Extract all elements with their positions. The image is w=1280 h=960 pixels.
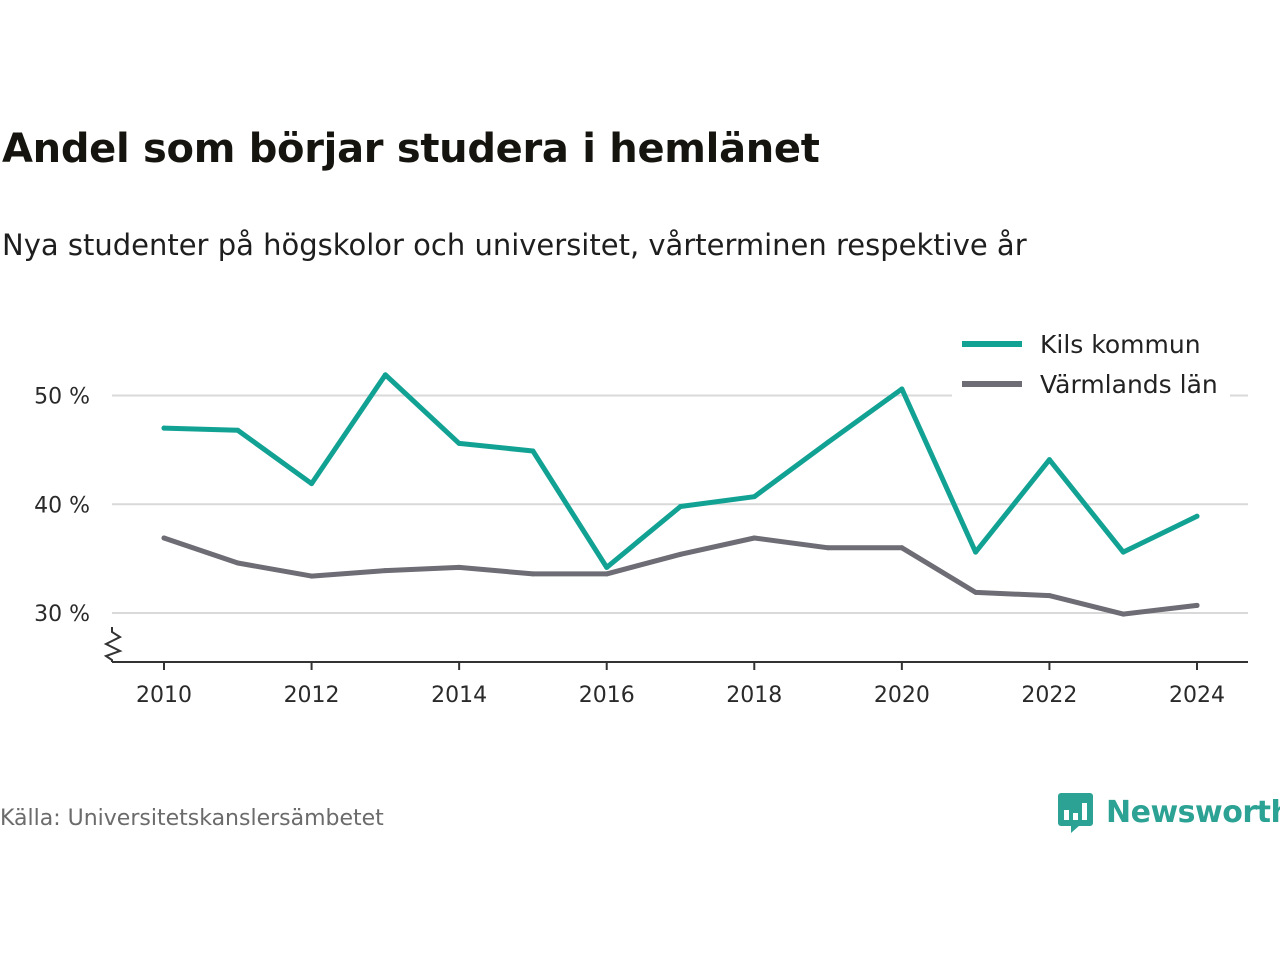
data-point [973, 549, 979, 555]
data-point [751, 535, 757, 541]
x-tick-label: 2012 [284, 683, 340, 708]
data-point [678, 503, 683, 509]
data-point [161, 425, 167, 431]
x-tick-label: 2014 [431, 683, 487, 708]
chart-subtitle: Nya studenter på högskolor och universit… [2, 228, 1027, 262]
series-lines [161, 372, 1200, 617]
data-point [456, 440, 462, 446]
y-tick-label: 50 % [34, 385, 90, 410]
data-point [1046, 457, 1052, 463]
data-point [530, 448, 536, 454]
legend-background [952, 322, 1230, 404]
data-point [1194, 602, 1200, 608]
data-point [604, 571, 610, 577]
data-point [235, 560, 241, 566]
x-tick-label: 2018 [726, 683, 782, 708]
y-tick-label: 40 % [34, 493, 90, 518]
data-point [1046, 593, 1052, 599]
source-note: Källa: Universitetskanslersämbetet [0, 806, 384, 831]
data-point [678, 551, 683, 557]
y-tick-label: 30 % [34, 602, 90, 627]
data-point [899, 386, 905, 392]
data-point [530, 571, 536, 577]
axes: 30 % 40 % 50 % 2010 2012 2014 2016 2018 2020 2022… [34, 385, 1248, 708]
data-point [309, 481, 315, 487]
data-point [382, 568, 388, 574]
data-point [1120, 611, 1126, 617]
data-point [1194, 513, 1200, 519]
data-point [161, 535, 167, 541]
data-point [825, 545, 831, 551]
data-point [825, 439, 831, 445]
data-point [1120, 549, 1126, 555]
data-point [309, 573, 315, 579]
data-point [899, 545, 905, 551]
newsworthy-icon [1058, 793, 1093, 833]
x-tick-label: 2020 [874, 683, 930, 708]
newsworthy-logo[interactable]: Newsworthy [1058, 790, 1280, 834]
data-point [604, 564, 610, 570]
chart-title: Andel som börjar studera i hemlänet [2, 126, 820, 172]
brand-name: Newsworthy [1106, 794, 1280, 830]
x-tick-label: 2010 [136, 683, 192, 708]
x-tick-label: 2022 [1021, 683, 1077, 708]
data-point [235, 427, 241, 433]
legend: Kils kommun Värmlands län [952, 322, 1230, 404]
x-tick-label: 2024 [1169, 683, 1225, 708]
data-point [973, 589, 979, 595]
y-axis-break-icon [103, 627, 123, 662]
legend-label: Kils kommun [1040, 330, 1201, 359]
legend-label: Värmlands län [1040, 370, 1218, 399]
x-tick-label: 2016 [579, 683, 635, 708]
data-point [456, 564, 462, 570]
data-point [382, 372, 388, 378]
data-point [751, 494, 757, 500]
series-line-v-rmlands-l-n [161, 535, 1200, 617]
